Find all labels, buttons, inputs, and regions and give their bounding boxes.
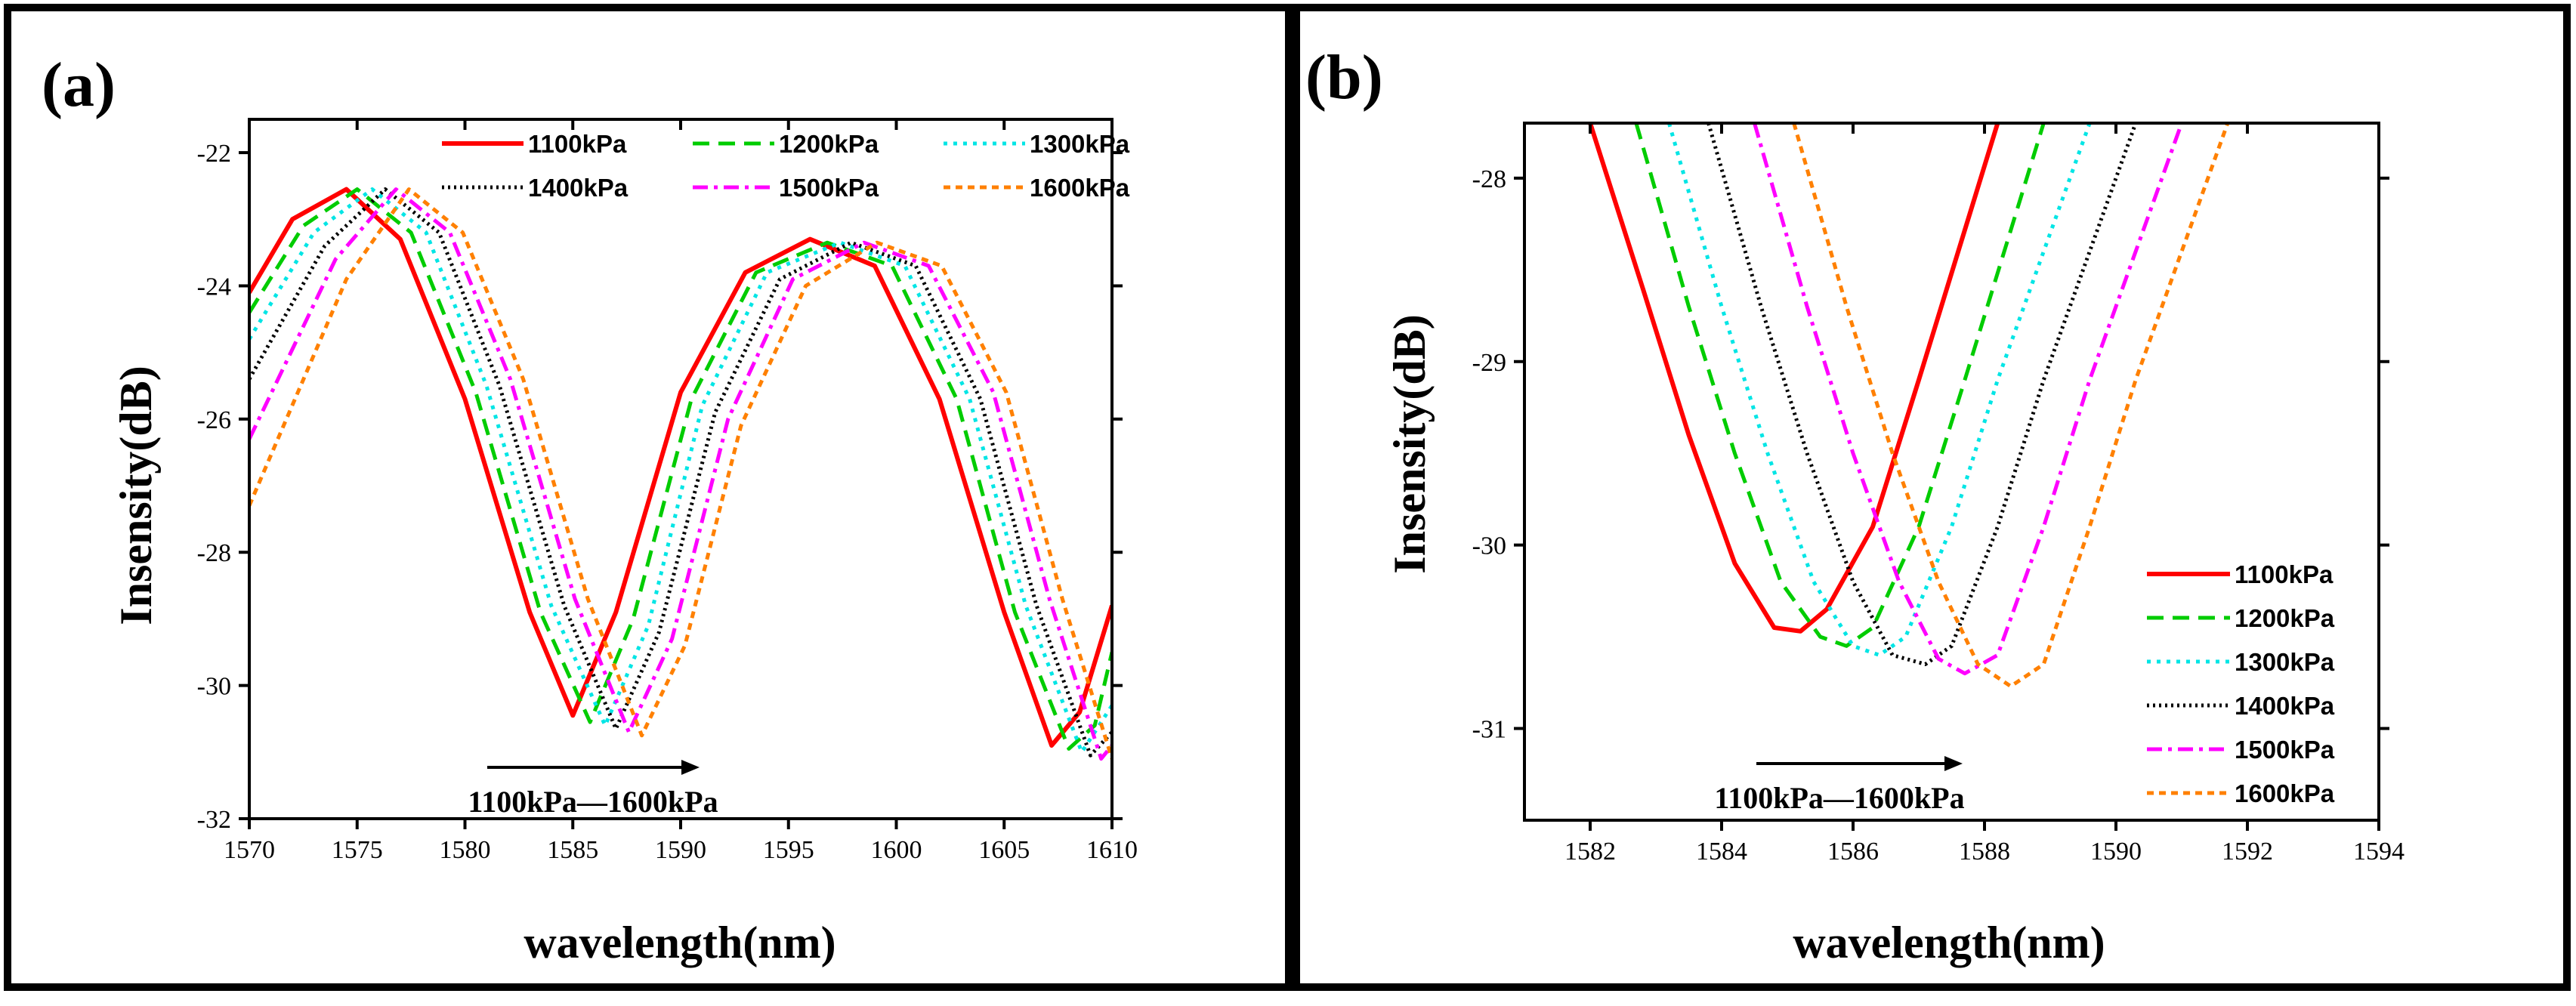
panel-a-y-tick-label: -28: [197, 539, 231, 567]
panel-a-legend: 1100kPa 1200kPa 1300kPa 1400kPa 1500kPa 1600k…: [442, 130, 1130, 202]
panel-a-legend-label-1100kpa: 1100kPa: [528, 130, 627, 158]
panel-a-y-tick-label: -30: [197, 673, 231, 701]
panel-b-x-tick-label: 1590: [2090, 838, 2142, 866]
panel-a-legend-label-1500kpa: 1500kPa: [779, 174, 879, 202]
panel-b-series-1500kpa: [1753, 123, 2184, 676]
panel-a-legend-label-1600kpa: 1600kPa: [1030, 174, 1130, 202]
panel-a-y-tick-label: -24: [197, 273, 231, 301]
panel-b-legend-label-1200kpa: 1200kPa: [2235, 604, 2335, 632]
panel-b-annotation-arrowhead: [1944, 756, 1963, 771]
panel-a-label: (a): [42, 50, 116, 120]
panel-b-y-tick-label: -31: [1472, 716, 1506, 744]
panel-b-x-tick-label: 1588: [1959, 838, 2010, 866]
panel-b-series-1100kpa: [1588, 123, 2000, 634]
panel-a-legend-label-1200kpa: 1200kPa: [779, 130, 879, 158]
panel-b-legend-label-1300kpa: 1300kPa: [2235, 648, 2335, 676]
panel-b-annotation: 1100kPa—1600kPa: [1714, 781, 1964, 815]
panel-a-y-axis-label: Insensity(dB): [111, 366, 161, 625]
panel-b-series-1600kpa: [1792, 123, 2230, 689]
panel-a-series-1100kpa: [249, 187, 1112, 748]
panel-b-x-tick-label: 1582: [1564, 838, 1616, 866]
panel-a-series-1600kpa: [249, 187, 1112, 760]
panel-a-border: [4, 4, 1293, 991]
panel-b-y-tick-label: -30: [1472, 532, 1506, 560]
panel-a-x-tick-label: 1570: [224, 836, 275, 864]
panel-a-legend-label-1300kpa: 1300kPa: [1030, 130, 1130, 158]
panel-a-x-tick-label: 1590: [655, 836, 706, 864]
panel-a-annotation: 1100kPa—1600kPa: [468, 785, 718, 819]
panel-b-label: (b): [1305, 42, 1383, 113]
panel-b-legend: 1100kPa 1200kPa 1300kPa 1400kPa 1500kPa 1600k…: [2147, 560, 2335, 807]
panel-b-y-axis-label: Insensity(dB): [1385, 314, 1435, 573]
panel-b-legend-label-1600kpa: 1600kPa: [2235, 779, 2335, 807]
panel-b-series-1300kpa: [1666, 123, 2092, 657]
panel-a-x-tick-label: 1595: [763, 836, 814, 864]
panel-b-legend-label-1500kpa: 1500kPa: [2235, 736, 2335, 764]
panel-b-legend-label-1100kpa: 1100kPa: [2235, 560, 2334, 588]
panel-a: (a) Insensity(dB) wavelength(nm) 1100kPa…: [42, 50, 1138, 967]
panel-b-x-tick-label: 1594: [2353, 838, 2405, 866]
panel-b-y-tick-label: -29: [1472, 349, 1506, 377]
panel-a-x-tick-label: 1575: [332, 836, 383, 864]
panel-a-x-axis-label: wavelength(nm): [524, 918, 836, 967]
panel-b-x-tick-label: 1592: [2222, 838, 2273, 866]
panel-b-plot-frame: [1523, 122, 2380, 822]
panel-a-legend-label-1400kpa: 1400kPa: [528, 174, 629, 202]
panel-a-series-1300kpa: [249, 187, 1112, 754]
panel-a-series-1200kpa: [249, 187, 1112, 751]
panel-b-series-1200kpa: [1634, 123, 2046, 648]
panel-b-y-tick-label: -28: [1472, 165, 1506, 193]
panel-a-annotation-arrowhead: [681, 760, 700, 775]
panel-a-x-tick-label: 1605: [978, 836, 1030, 864]
panel-a-x-tick-label: 1600: [871, 836, 922, 864]
panel-a-series-1500kpa: [249, 187, 1112, 761]
panel-b: (b) Insensity(dB) wavelength(nm) 1100kPa…: [1305, 42, 2405, 967]
panel-a-x-tick-label: 1585: [547, 836, 598, 864]
panel-a-y-tick-label: -22: [197, 140, 231, 168]
panel-a-y-tick-label: -32: [197, 806, 231, 834]
panel-b-series-1400kpa: [1707, 123, 2138, 666]
panel-b-legend-label-1400kpa: 1400kPa: [2235, 692, 2335, 720]
panel-a-x-tick-label: 1580: [440, 836, 491, 864]
panel-a-y-tick-label: -26: [197, 406, 231, 434]
panel-b-x-tick-label: 1586: [1827, 838, 1879, 866]
panel-a-plot-frame: [248, 118, 1113, 820]
panel-a-series-1400kpa: [249, 187, 1112, 758]
panel-b-x-tick-label: 1584: [1696, 838, 1747, 866]
panel-b-border: [1293, 4, 2571, 991]
panel-b-x-axis-label: wavelength(nm): [1793, 918, 2105, 967]
panel-a-x-tick-label: 1610: [1086, 836, 1138, 864]
